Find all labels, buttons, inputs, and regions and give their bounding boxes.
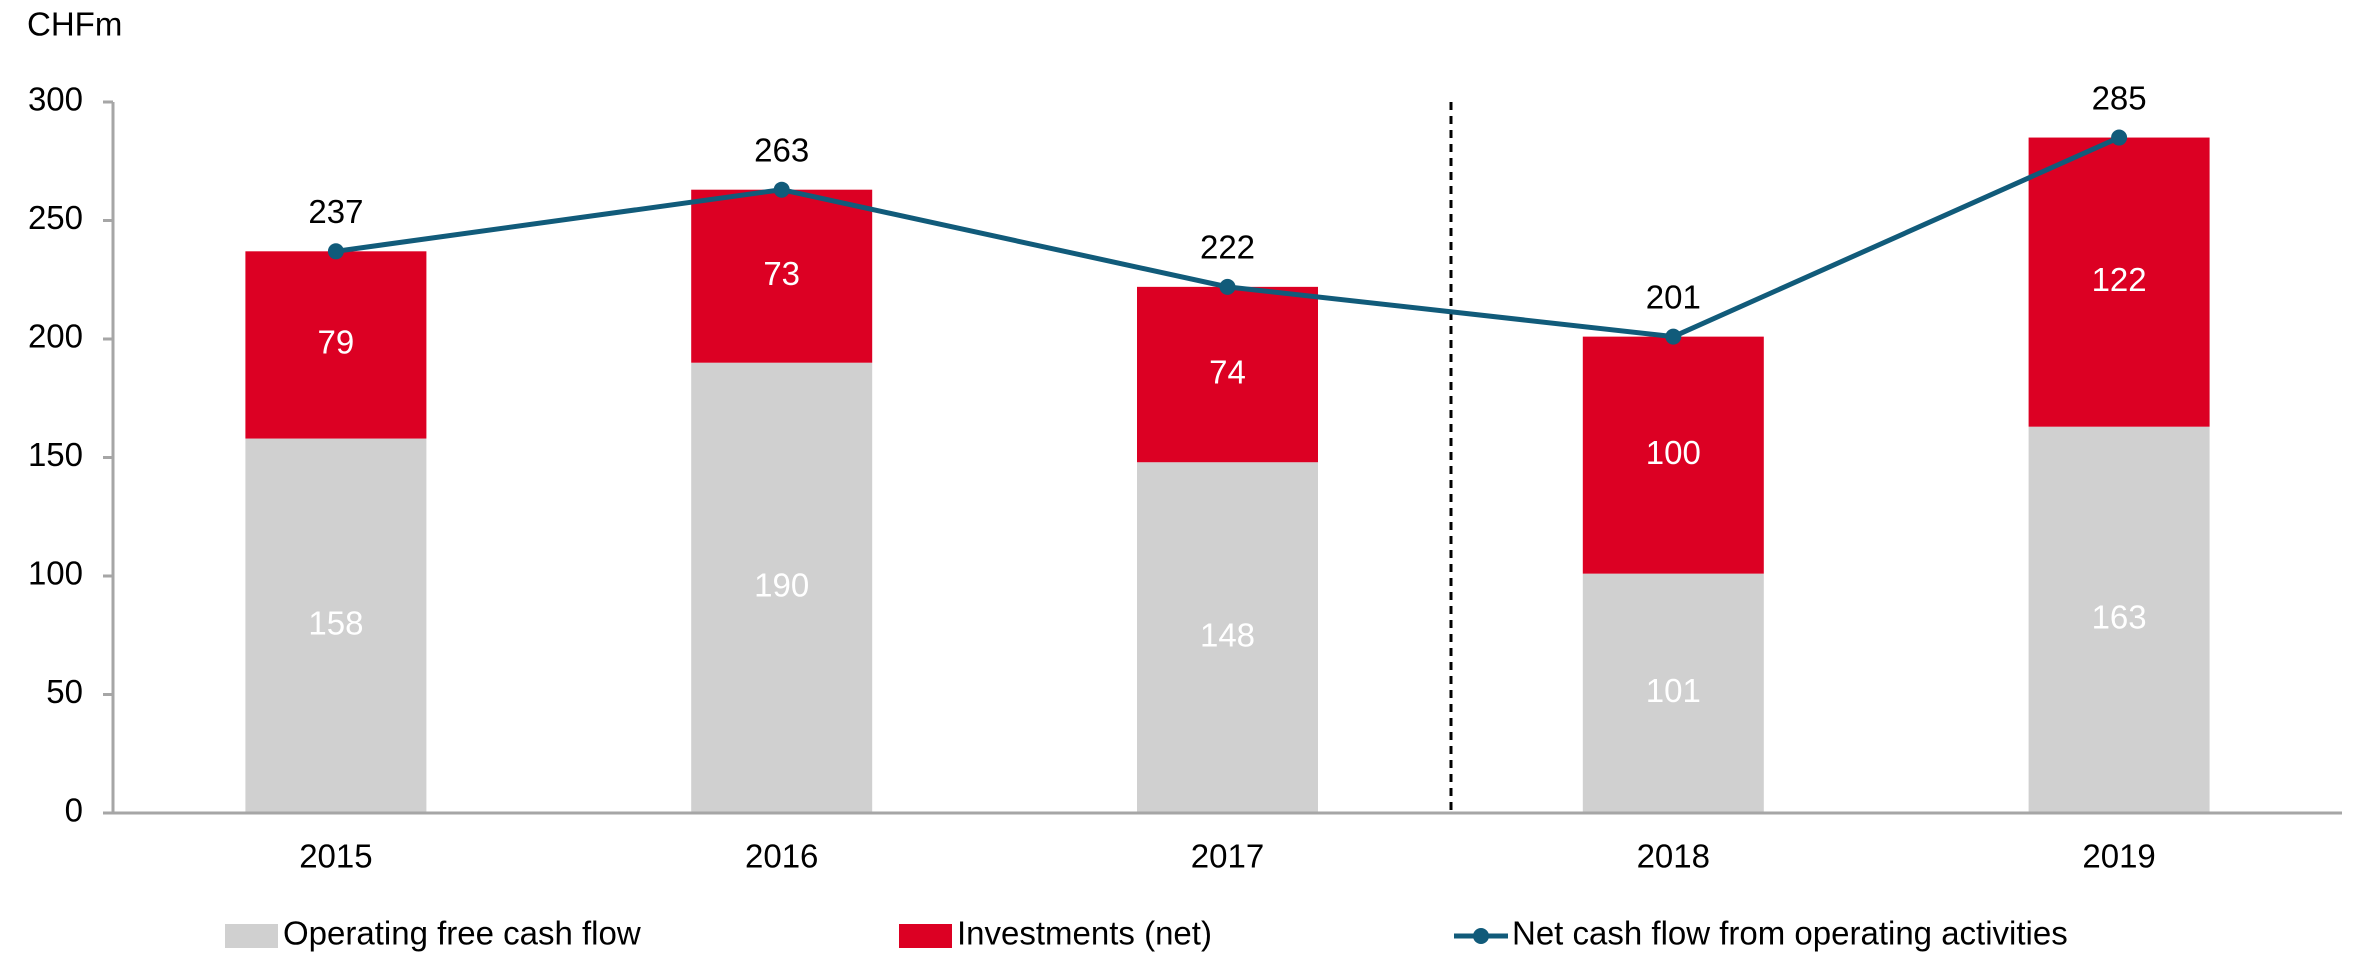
line-point <box>2111 129 2128 146</box>
x-tick-label: 2017 <box>1191 838 1264 875</box>
legend-label: Net cash flow from operating activities <box>1512 915 2068 952</box>
data-label: 79 <box>318 324 355 361</box>
data-label: 201 <box>1646 278 1701 315</box>
x-tick-label: 2019 <box>2082 838 2155 875</box>
x-tick-label: 2018 <box>1637 838 1710 875</box>
data-label: 285 <box>2092 79 2147 116</box>
data-label: 148 <box>1200 616 1255 653</box>
data-label: 158 <box>308 604 363 641</box>
bar-segment <box>245 251 427 439</box>
y-tick-label: 300 <box>28 81 83 118</box>
y-axis-label: CHFm <box>27 6 122 43</box>
data-label: 73 <box>763 255 800 292</box>
data-label: 122 <box>2092 261 2147 298</box>
data-label: 101 <box>1646 672 1701 709</box>
legend-swatch <box>225 924 278 948</box>
legend-label: Operating free cash flow <box>283 915 641 952</box>
y-tick-label: 250 <box>28 199 83 236</box>
bar-segment <box>1137 462 1318 813</box>
line-point <box>1665 328 1682 345</box>
data-label: 190 <box>754 567 809 604</box>
bar-segment <box>1582 573 1764 813</box>
bar-segment <box>1137 286 1318 463</box>
data-label: 222 <box>1200 229 1255 266</box>
legend-label: Investments (net) <box>957 915 1212 952</box>
data-label: 263 <box>754 131 809 168</box>
line-point <box>1219 278 1236 295</box>
bar-segment <box>2028 426 2210 813</box>
y-tick-label: 150 <box>28 436 83 473</box>
x-tick-label: 2015 <box>299 838 372 875</box>
data-label: 74 <box>1209 353 1246 390</box>
data-label: 163 <box>2092 599 2147 636</box>
line-point <box>327 243 344 260</box>
x-tick-label: 2016 <box>745 838 818 875</box>
bar-segment <box>691 362 873 813</box>
legend-swatch-marker <box>1473 928 1489 944</box>
y-tick-label: 0 <box>65 792 83 829</box>
bar-segment <box>1582 336 1764 574</box>
data-label: 237 <box>308 193 363 230</box>
y-tick-label: 50 <box>46 673 83 710</box>
data-label: 100 <box>1646 434 1701 471</box>
y-tick-label: 100 <box>28 555 83 592</box>
line-point <box>773 181 790 198</box>
bar-segment <box>245 438 427 813</box>
bar-segment <box>2028 137 2210 427</box>
legend-swatch <box>899 924 952 948</box>
y-tick-label: 200 <box>28 318 83 355</box>
bar-segment <box>691 189 873 363</box>
